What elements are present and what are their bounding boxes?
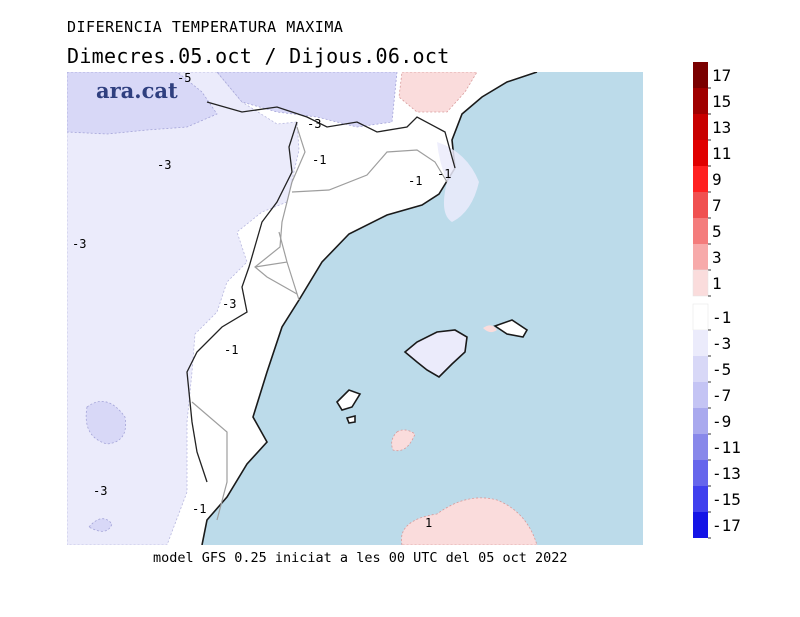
island-mallorca bbox=[403, 329, 468, 379]
island-menorca bbox=[493, 319, 529, 338]
legend-label: -15 bbox=[712, 490, 741, 509]
legend-swatch bbox=[693, 244, 708, 270]
contour-label: -3 bbox=[72, 237, 86, 251]
anomaly-area-minus-5 bbox=[67, 72, 218, 135]
legend-label: 1 bbox=[712, 274, 722, 293]
contour-label: -3 bbox=[222, 297, 236, 311]
provincial-border-valencia bbox=[191, 401, 228, 521]
legend-label: 15 bbox=[712, 92, 731, 111]
anomaly-area-minus-5-north bbox=[216, 72, 398, 128]
contour-label: -3 bbox=[307, 117, 321, 131]
coastline bbox=[201, 72, 538, 545]
contour-label: -1 bbox=[408, 174, 422, 188]
legend-label: 7 bbox=[712, 196, 722, 215]
legend-label: -1 bbox=[712, 308, 731, 327]
contour-label: -5 bbox=[177, 72, 191, 85]
legend-label: 11 bbox=[712, 144, 731, 163]
legend-swatch bbox=[693, 140, 708, 166]
legend-swatch bbox=[693, 512, 708, 538]
legend-label: -5 bbox=[712, 360, 731, 379]
anomaly-area-plus-1-south bbox=[401, 497, 538, 545]
anomaly-area-plus-1-small bbox=[483, 325, 497, 333]
contour-label: -1 bbox=[192, 502, 206, 516]
legend-swatch bbox=[693, 62, 708, 88]
provincial-border-inner bbox=[254, 231, 300, 301]
temperature-map: -5 -3 -1 -1 -1 -3 -3 -3 -1 -3 -1 1 bbox=[67, 72, 643, 545]
island-formentera bbox=[345, 414, 356, 424]
anomaly-area-plus-1-east bbox=[391, 429, 416, 452]
anomaly-area-plus-1-north bbox=[398, 72, 478, 113]
legend-swatch bbox=[693, 356, 708, 382]
brand-logo: ara.cat bbox=[96, 78, 178, 103]
legend-swatch bbox=[692, 303, 709, 331]
legend-label: -7 bbox=[712, 386, 731, 405]
legend-label: -17 bbox=[712, 516, 741, 535]
island-ibiza bbox=[335, 389, 362, 411]
mediterranean-sea bbox=[202, 72, 643, 545]
legend-swatch bbox=[693, 88, 708, 114]
contour-label: -1 bbox=[312, 153, 326, 167]
map-date-range: Dimecres.05.oct / Dijous.06.oct bbox=[67, 44, 450, 68]
legend-swatch bbox=[692, 269, 709, 297]
model-caption: model GFS 0.25 iniciat a les 00 UTC del … bbox=[153, 550, 568, 566]
legend-swatch bbox=[693, 460, 708, 486]
national-border bbox=[206, 101, 456, 169]
map-title: DIFERENCIA TEMPERATURA MAXIMA bbox=[67, 18, 344, 36]
legend-label: -11 bbox=[712, 438, 741, 457]
contour-label: -1 bbox=[437, 167, 451, 181]
legend-label: -3 bbox=[712, 334, 731, 353]
catalonia-border bbox=[254, 126, 306, 295]
regional-border bbox=[186, 121, 298, 483]
provincial-border bbox=[291, 149, 448, 193]
legend-label: 5 bbox=[712, 222, 722, 241]
contour-label: -3 bbox=[157, 158, 171, 172]
contour-label: 1 bbox=[425, 516, 432, 530]
legend-swatch bbox=[693, 166, 708, 192]
legend-swatch bbox=[693, 434, 708, 460]
legend-swatch bbox=[693, 408, 708, 434]
legend-label: -13 bbox=[712, 464, 741, 483]
contour-label: -3 bbox=[93, 484, 107, 498]
legend-swatch bbox=[693, 192, 708, 218]
legend-label: -9 bbox=[712, 412, 731, 431]
legend-label: 17 bbox=[712, 66, 731, 85]
color-legend: 17 15 13 11 9 7 5 3 1 -1 -3 -5 -7 -9 -11 -13 -15 -17 bbox=[692, 62, 741, 539]
legend-swatch bbox=[693, 218, 708, 244]
legend-label: 13 bbox=[712, 118, 731, 137]
anomaly-area-minus-1-sea bbox=[437, 142, 479, 222]
legend-swatch bbox=[693, 114, 708, 140]
legend-swatch bbox=[693, 486, 708, 512]
anomaly-area-minus-5-southwest bbox=[85, 400, 126, 445]
contour-label: -1 bbox=[224, 343, 238, 357]
legend-swatch bbox=[693, 330, 708, 356]
legend-label: 3 bbox=[712, 248, 722, 267]
anomaly-area-minus-5-south bbox=[88, 518, 113, 532]
legend-label: 9 bbox=[712, 170, 722, 189]
legend-swatch bbox=[693, 382, 708, 408]
